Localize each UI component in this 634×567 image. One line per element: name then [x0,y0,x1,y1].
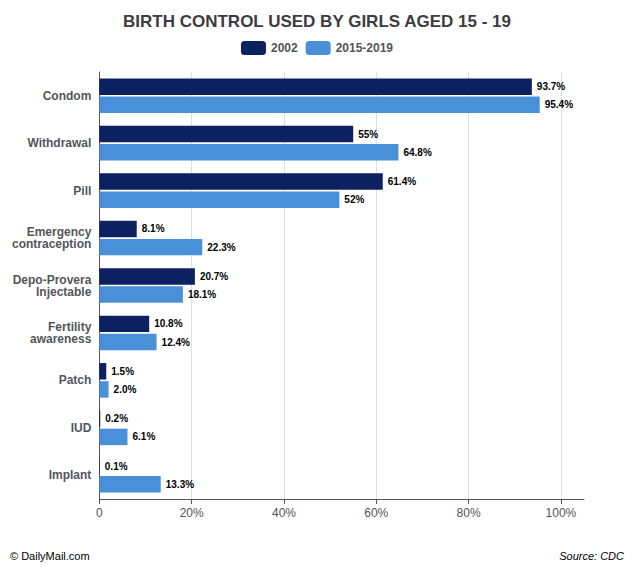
svg-text:contraception: contraception [12,237,91,251]
svg-text:22.3%: 22.3% [207,242,235,253]
svg-text:IUD: IUD [71,421,92,435]
svg-text:Patch: Patch [59,373,92,387]
svg-text:2015-2019: 2015-2019 [336,41,394,55]
svg-text:BIRTH CONTROL USED BY GIRLS AG: BIRTH CONTROL USED BY GIRLS AGED 15 - 19 [123,12,511,31]
svg-text:2.0%: 2.0% [114,384,137,395]
svg-text:6.1%: 6.1% [132,431,155,442]
svg-text:Emergency: Emergency [26,225,92,240]
svg-text:0.1%: 0.1% [105,461,128,472]
svg-text:60%: 60% [364,506,388,520]
svg-text:55%: 55% [358,129,378,140]
svg-text:95.4%: 95.4% [545,99,573,110]
svg-text:Withdrawal: Withdrawal [27,136,91,150]
svg-text:52%: 52% [344,194,364,205]
svg-text:10.8%: 10.8% [154,318,182,329]
svg-text:Fertility: Fertility [48,319,92,334]
svg-text:awareness: awareness [30,332,92,346]
svg-text:40%: 40% [272,506,296,520]
svg-text:12.4%: 12.4% [162,337,190,348]
svg-text:Implant: Implant [49,468,92,482]
svg-text:© DailyMail.com: © DailyMail.com [10,550,90,562]
svg-text:100%: 100% [546,506,577,520]
svg-text:2002: 2002 [271,41,298,55]
svg-text:Injectable: Injectable [36,285,92,299]
svg-text:93.7%: 93.7% [537,81,565,92]
svg-text:Depo-Provera: Depo-Provera [12,272,92,287]
svg-text:Pill: Pill [73,184,91,198]
svg-text:64.8%: 64.8% [403,147,431,158]
svg-text:13.3%: 13.3% [166,479,194,490]
svg-text:61.4%: 61.4% [388,176,416,187]
svg-text:0.2%: 0.2% [105,413,128,424]
svg-text:1.5%: 1.5% [111,366,134,377]
svg-text:80%: 80% [457,506,481,520]
svg-text:20%: 20% [180,506,204,520]
svg-text:0: 0 [96,506,103,520]
svg-text:18.1%: 18.1% [188,289,216,300]
svg-text:8.1%: 8.1% [142,223,165,234]
svg-text:Source: CDC: Source: CDC [559,550,624,562]
svg-text:Condom: Condom [43,89,92,103]
svg-text:20.7%: 20.7% [200,271,228,282]
